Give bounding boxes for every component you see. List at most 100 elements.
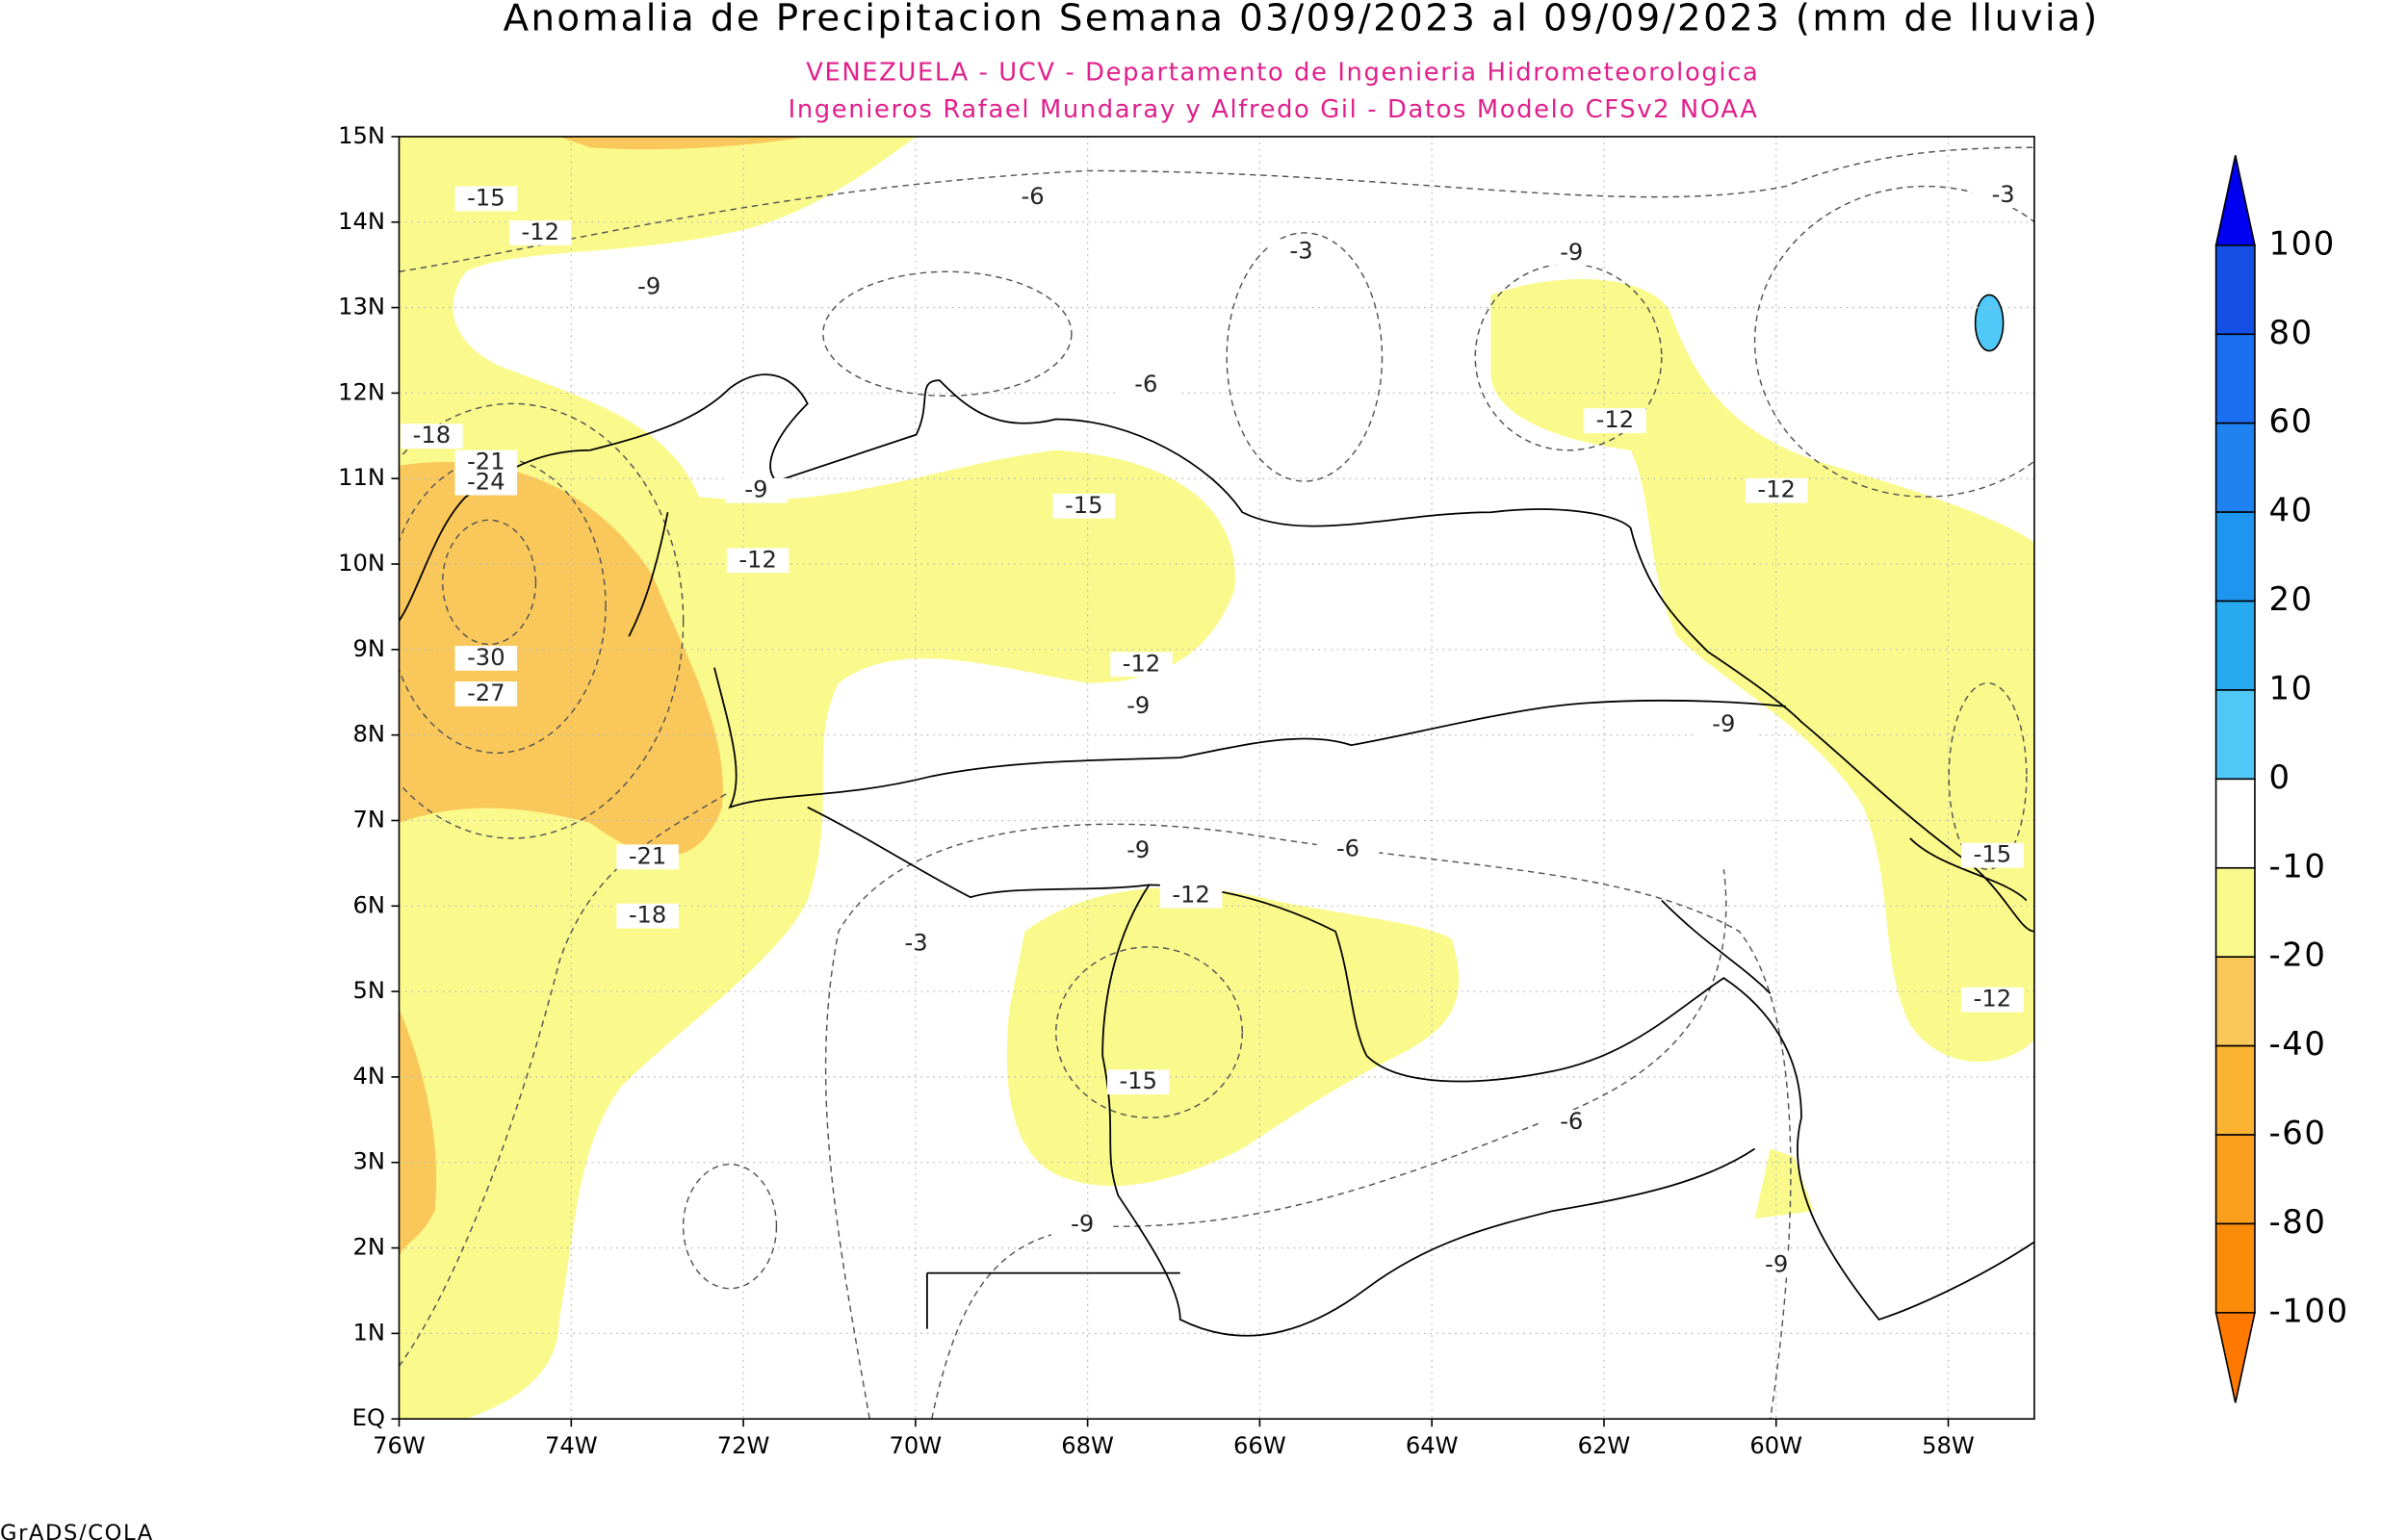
contour-label: -3: [1992, 181, 2015, 208]
colorbar-label: 60: [2268, 402, 2313, 440]
contour-label: -27: [467, 680, 505, 706]
anomaly-fill: [399, 1009, 437, 1258]
contour-label-bg: [617, 274, 681, 300]
contour-label: -18: [629, 902, 667, 929]
colorbar-label: 100: [2268, 224, 2335, 262]
colorbar-label: 10: [2268, 669, 2313, 706]
contour-label: -12: [1757, 476, 1796, 503]
contour-label-bg: [1107, 837, 1170, 863]
colorbar-label: -40: [2268, 1025, 2326, 1063]
lon-label: 60W: [1749, 1432, 1802, 1459]
lon-label: 58W: [1922, 1432, 1975, 1459]
contour-label-bg: [1270, 239, 1333, 265]
contour-label: -15: [467, 184, 505, 211]
subtitle: Ingenieros Rafael Mundaray y Alfredo Gil…: [789, 95, 1759, 124]
contour-label: -12: [1123, 650, 1161, 677]
colorbar-triangle: [2214, 1312, 2256, 1403]
contour-label: -15: [1065, 492, 1103, 519]
contour-label-bg: [1107, 693, 1170, 719]
contour-label-bg: [1001, 184, 1064, 210]
lon-label: 64W: [1406, 1432, 1459, 1459]
colorbar-label: -80: [2268, 1203, 2326, 1241]
contour-label-bg: [1110, 652, 1173, 678]
contour-label-bg: [1584, 408, 1646, 433]
contour-label-bg: [454, 645, 518, 671]
colorbar-label: 80: [2268, 314, 2313, 351]
colorbar-box: [2214, 956, 2256, 1047]
colorbar-box: [2214, 1222, 2256, 1314]
contour-label-bg: [1961, 842, 2024, 868]
contour-label: -12: [1172, 882, 1210, 909]
lat-label: 4N: [353, 1063, 385, 1090]
contour-label-bg: [726, 548, 789, 574]
colorbar-triangle: [2214, 155, 2256, 246]
lat-label: 11N: [338, 464, 385, 491]
contour-label: -6: [1336, 834, 1359, 861]
lat-label: 1N: [353, 1319, 385, 1346]
anomaly-fill: [558, 136, 808, 150]
anomaly-fill: [1006, 887, 1460, 1187]
lat-label: 12N: [338, 378, 385, 405]
contour-label: -24: [467, 469, 505, 496]
contour-label-bg: [1159, 883, 1223, 909]
anomaly-fill: [399, 136, 1235, 1420]
colorbar-label: -60: [2268, 1115, 2326, 1152]
contour-label-bg: [1050, 1212, 1114, 1238]
colorbar-label: -100: [2268, 1292, 2348, 1329]
contour-label-bg: [1107, 1069, 1170, 1095]
anomaly-fill: [1974, 294, 2005, 352]
lat-label: 9N: [353, 635, 385, 662]
colorbar-box: [2214, 866, 2256, 958]
anomaly-fill: [1490, 279, 2034, 1063]
lat-label: 2N: [353, 1234, 385, 1261]
colorbar-box: [2214, 1134, 2256, 1225]
lat-label: 14N: [338, 208, 385, 235]
contour-label: -30: [467, 644, 505, 671]
contour-label: -12: [1974, 986, 2012, 1013]
colorbar-box: [2214, 333, 2256, 424]
contour-label: -9: [1765, 1251, 1788, 1278]
contour-label-bg: [509, 220, 572, 245]
contour-label: -6: [1134, 371, 1157, 398]
axes: 15N 14N 13N 12N 11N 10N 9N 8N 7N 6N 5N 4N 3N 2N 1N EQ76…: [338, 122, 1975, 1459]
lat-label: 8N: [353, 721, 385, 748]
footer: GrADS/COLA: [0, 1521, 154, 1540]
title: Anomalia de Precipitacion Semana 03/09/2…: [504, 0, 2100, 39]
contour-label-bg: [1961, 987, 2024, 1013]
contour-label-bg: [885, 931, 947, 957]
colorbar-label: -10: [2268, 847, 2326, 885]
contour-label: -9: [1126, 836, 1150, 863]
lon-label: 70W: [889, 1432, 942, 1459]
contour-label-bg: [616, 844, 679, 870]
contour-label-bg: [454, 186, 518, 212]
contour-label: -12: [522, 218, 560, 245]
contour-label-bg: [454, 681, 518, 706]
lat-label: 15N: [338, 122, 385, 149]
colorbar-box: [2214, 1044, 2256, 1136]
contour-label-bg: [1972, 183, 2034, 209]
contour-label: -3: [1290, 237, 1313, 264]
colorbar-box: [2214, 600, 2256, 691]
subtitle: VENEZUELA - UCV - Departamento de Ingeni…: [806, 58, 1759, 87]
contour-label-bg: [1745, 477, 1808, 503]
contour-label: -15: [1120, 1067, 1158, 1094]
lat-label: 10N: [338, 550, 385, 577]
lat-label: 6N: [353, 891, 385, 918]
anomaly-fill: [1754, 1148, 1814, 1219]
contour-label-bg: [1540, 241, 1603, 266]
contour-label-bg: [616, 903, 679, 929]
lon-label: 74W: [545, 1432, 598, 1459]
map-frame: [398, 136, 2035, 1420]
colorbar-box: [2214, 244, 2256, 336]
contour-label: -12: [738, 546, 777, 573]
contour-label-bg: [1115, 372, 1178, 398]
lon-label: 76W: [373, 1432, 426, 1459]
colorbar-label: 20: [2268, 580, 2313, 618]
contour-label: -9: [1712, 710, 1735, 737]
contour-label-bg: [1540, 1110, 1603, 1136]
lat-label: 13N: [338, 294, 385, 321]
grid: [399, 136, 2034, 1420]
colorbar-box: [2214, 689, 2256, 781]
lon-label: 68W: [1061, 1432, 1114, 1459]
